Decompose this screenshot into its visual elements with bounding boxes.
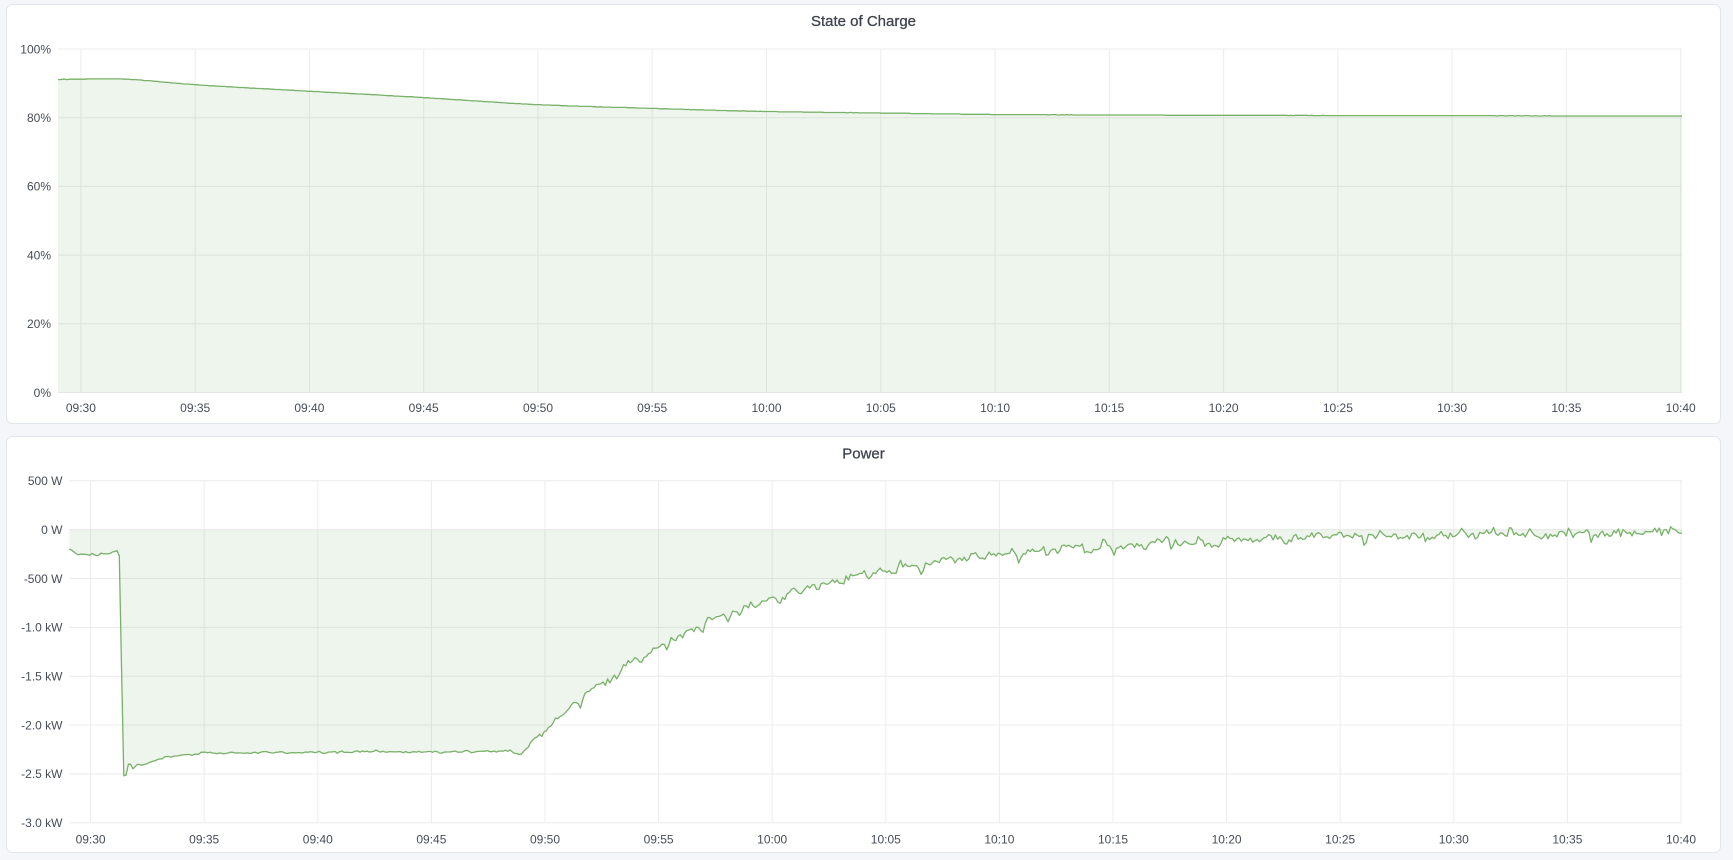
svg-text:10:30: 10:30 bbox=[1437, 401, 1467, 415]
svg-text:10:05: 10:05 bbox=[866, 401, 896, 415]
svg-text:-3.0 kW: -3.0 kW bbox=[21, 816, 63, 830]
svg-text:10:20: 10:20 bbox=[1212, 832, 1242, 846]
svg-text:10:15: 10:15 bbox=[1094, 401, 1124, 415]
svg-text:-2.0 kW: -2.0 kW bbox=[21, 718, 63, 732]
svg-text:State of Charge: State of Charge bbox=[811, 13, 916, 30]
svg-text:09:35: 09:35 bbox=[189, 832, 219, 846]
svg-text:10:35: 10:35 bbox=[1552, 832, 1582, 846]
svg-text:500 W: 500 W bbox=[28, 474, 63, 488]
svg-text:Power: Power bbox=[842, 446, 885, 463]
svg-text:10:35: 10:35 bbox=[1551, 401, 1581, 415]
svg-text:0 W: 0 W bbox=[41, 523, 63, 537]
svg-text:10:05: 10:05 bbox=[871, 832, 901, 846]
svg-text:-500 W: -500 W bbox=[24, 572, 63, 586]
svg-text:10:40: 10:40 bbox=[1666, 832, 1696, 846]
svg-text:09:35: 09:35 bbox=[180, 401, 210, 415]
svg-text:09:45: 09:45 bbox=[416, 832, 446, 846]
svg-text:-1.5 kW: -1.5 kW bbox=[21, 670, 63, 684]
svg-text:10:15: 10:15 bbox=[1098, 832, 1128, 846]
svg-text:100%: 100% bbox=[20, 42, 51, 56]
svg-text:09:40: 09:40 bbox=[303, 832, 333, 846]
svg-text:0%: 0% bbox=[34, 386, 52, 400]
svg-text:09:45: 09:45 bbox=[409, 401, 439, 415]
svg-text:-1.0 kW: -1.0 kW bbox=[21, 621, 63, 635]
svg-text:10:10: 10:10 bbox=[984, 832, 1014, 846]
svg-text:10:30: 10:30 bbox=[1439, 832, 1469, 846]
svg-text:09:55: 09:55 bbox=[644, 832, 674, 846]
svg-text:-2.5 kW: -2.5 kW bbox=[21, 767, 63, 781]
svg-text:10:20: 10:20 bbox=[1209, 401, 1239, 415]
svg-text:10:10: 10:10 bbox=[980, 401, 1010, 415]
svg-text:09:55: 09:55 bbox=[637, 401, 667, 415]
svg-text:09:40: 09:40 bbox=[294, 401, 324, 415]
svg-text:10:00: 10:00 bbox=[751, 401, 781, 415]
svg-text:10:25: 10:25 bbox=[1325, 832, 1355, 846]
svg-text:10:40: 10:40 bbox=[1666, 401, 1696, 415]
svg-text:40%: 40% bbox=[27, 248, 51, 262]
svg-text:09:50: 09:50 bbox=[530, 832, 560, 846]
svg-text:10:25: 10:25 bbox=[1323, 401, 1353, 415]
svg-text:80%: 80% bbox=[27, 111, 51, 125]
svg-text:20%: 20% bbox=[27, 317, 51, 331]
svg-text:10:00: 10:00 bbox=[757, 832, 787, 846]
svg-text:09:30: 09:30 bbox=[66, 401, 96, 415]
svg-text:09:30: 09:30 bbox=[76, 832, 106, 846]
svg-text:09:50: 09:50 bbox=[523, 401, 553, 415]
svg-text:60%: 60% bbox=[27, 180, 51, 194]
